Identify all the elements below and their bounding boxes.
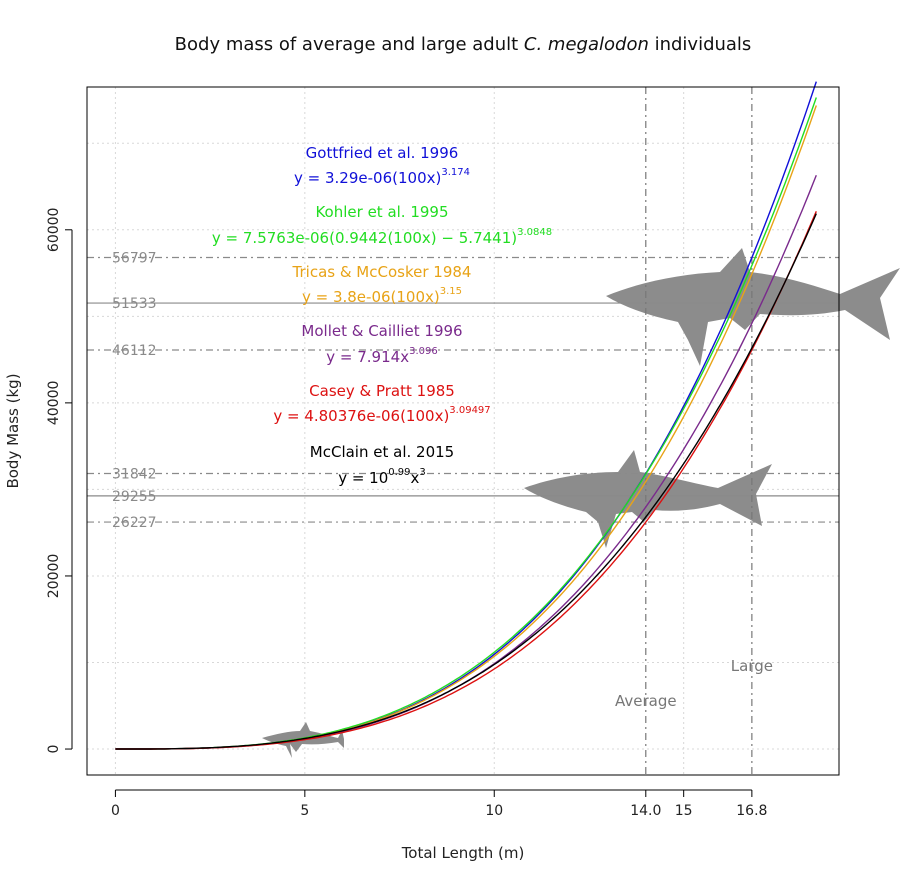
ref-vlabel-large: Large [731,657,773,675]
y-tick-label: 60000 [46,208,62,253]
tricas-equation: y = 3.8e-06(100x)3.15 [302,286,462,306]
x-tick-label: 0 [111,803,120,819]
reference-lines: 56797 51533 46112 31842 29255 26227 Average Lar… [87,87,839,775]
gottfried-equation: y = 3.29e-06(100x)3.174 [294,167,470,187]
curve-mcclain [115,213,817,750]
casey-equation: y = 4.80376e-06(100x)3.09497 [273,405,490,425]
annotation-gottfried: Gottfried et al. 1996 y = 3.29e-06(100x)… [294,144,470,187]
annotation-tricas: Tricas & McCosker 1984 y = 3.8e-06(100x)… [292,263,472,306]
ref-label-29255: 29255 [112,489,157,505]
ref-label-31842: 31842 [112,466,157,482]
y-axis-label: Body Mass (kg) [4,373,22,488]
axis-ticks: 0 5 10 14.0 15 16.8 0 20000 40000 60000 [46,208,767,819]
annotation-mcclain: McClain et al. 2015 y = 100.99x3 [310,443,454,487]
gottfried-name: Gottfried et al. 1996 [306,144,459,162]
annotation-mollet: Mollet & Cailliet 1996 y = 7.914x3.096 [301,322,462,366]
ref-label-56797: 56797 [112,251,157,267]
kohler-name: Kohler et al. 1995 [315,203,448,221]
mcclain-equation: y = 100.99x3 [338,467,426,487]
mcclain-name: McClain et al. 2015 [310,443,454,461]
ref-label-51533: 51533 [112,296,157,312]
x-axis-label: Total Length (m) [401,844,525,862]
curve-tricas [115,105,817,750]
x-tick-label: 14.0 [630,803,661,819]
annotation-casey: Casey & Pratt 1985 y = 4.80376e-06(100x)… [273,382,490,425]
x-tick-label: 10 [485,803,503,819]
y-tick-label: 0 [46,745,62,754]
ref-label-26227: 26227 [112,515,157,531]
chart-title: Body mass of average and large adult C. … [175,34,752,55]
ref-vlabel-average: Average [615,692,677,710]
curve-mollet [115,174,817,750]
x-tick-label: 16.8 [736,803,767,819]
ref-label-46112: 46112 [112,343,157,359]
mollet-name: Mollet & Cailliet 1996 [301,322,462,340]
annotation-kohler: Kohler et al. 1995 y = 7.5763e-06(0.9442… [212,203,552,247]
y-tick-label: 40000 [46,381,62,426]
mollet-equation: y = 7.914x3.096 [326,346,437,366]
casey-name: Casey & Pratt 1985 [309,382,455,400]
kohler-equation: y = 7.5763e-06(0.9442(100x) − 5.7441)3.0… [212,227,552,247]
plot-frame [86,86,840,776]
x-tick-label: 5 [300,803,309,819]
large-shark-silhouette [606,248,900,366]
mass-curves [115,81,817,750]
grid-lines [87,87,839,775]
average-shark-silhouette [524,450,772,548]
y-tick-label: 20000 [46,554,62,599]
x-tick-label: 15 [675,803,693,819]
tricas-name: Tricas & McCosker 1984 [292,263,472,281]
